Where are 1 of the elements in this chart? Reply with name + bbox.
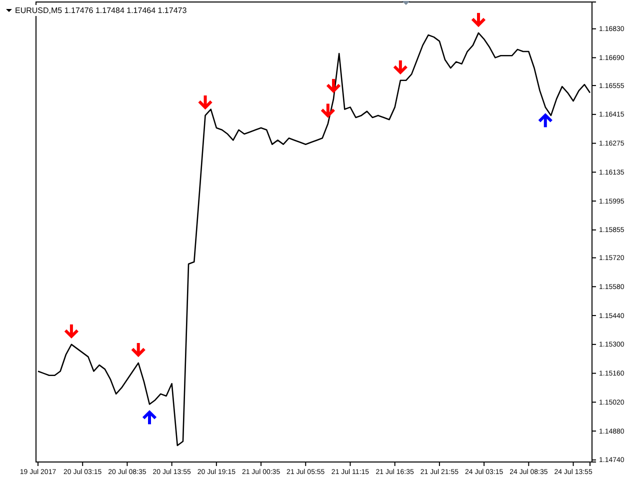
text: EURUSD,M5 1.17476 1.17484 1.17464 1.17473	[15, 6, 188, 15]
